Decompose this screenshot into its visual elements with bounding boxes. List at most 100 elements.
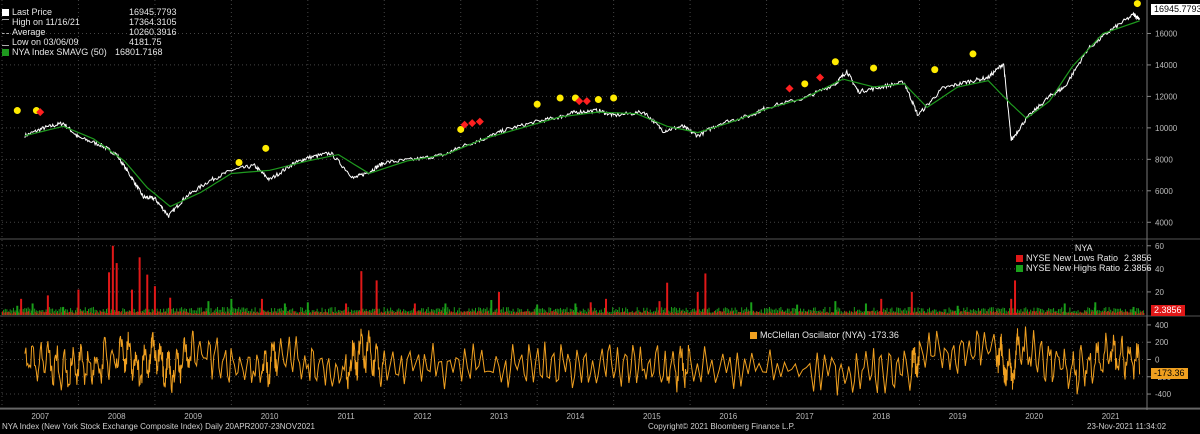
y-tick-label: 20	[1155, 288, 1164, 297]
signal-dot	[262, 144, 270, 152]
x-tick-label: 2008	[108, 412, 126, 421]
x-tick-label: 2014	[567, 412, 585, 421]
breadth-title: NYA	[1074, 243, 1093, 253]
low-marker-icon	[2, 39, 9, 46]
high-marker-icon	[2, 18, 9, 26]
signal-dot	[1133, 0, 1141, 8]
x-tick-label: 2021	[1102, 412, 1120, 421]
y-tick-label: 14000	[1155, 61, 1178, 70]
signal-dot	[556, 94, 564, 102]
x-tick-label: 2016	[719, 412, 737, 421]
y-tick-label: 12000	[1155, 92, 1178, 101]
signal-diamond	[36, 108, 45, 117]
legend-label: McClellan Oscillator (NYA)	[760, 330, 866, 340]
last-price-tag: 16945.7793	[1151, 4, 1200, 15]
legend-value: 10260.3916	[129, 27, 177, 37]
red-square-icon	[1016, 254, 1023, 262]
legend-label: Last Price	[12, 7, 53, 17]
signal-diamond	[816, 73, 825, 82]
y-tick-label: 16000	[1155, 29, 1178, 38]
legend-label: NYSE New Highs Ratio	[1026, 263, 1121, 273]
signal-dot	[931, 66, 939, 74]
gridlines	[0, 0, 1200, 410]
axes-layer: 2007 2008 2009 2010 2011 2012 2013 2014 2015 2016…	[31, 29, 1177, 421]
orange-square-icon	[750, 331, 757, 339]
legend-value: -173.36	[868, 330, 899, 340]
y-tick-label: 4000	[1155, 218, 1173, 227]
x-tick-label: 2013	[490, 412, 508, 421]
legend-label: NYA Index SMAVG (50)	[12, 47, 107, 57]
legend-new-lows: NYSE New Lows Ratio 2.3856	[1016, 253, 1152, 263]
signal-diamond	[582, 97, 591, 106]
signal-dot	[13, 107, 21, 115]
signal-diamond	[475, 117, 484, 126]
legend-label: Low on 03/06/09	[12, 37, 79, 47]
oscillator-line	[24, 326, 1141, 396]
price-legend: Last Price 16945.7793 High on 11/16/21 1…	[2, 7, 177, 57]
legend-sma: NYA Index SMAVG (50) 16801.7168	[2, 47, 177, 57]
legend-value: 2.3856	[1124, 253, 1152, 263]
sma-series-line	[24, 20, 1140, 208]
signal-diamond	[468, 119, 477, 128]
breadth-value-tag: 2.3856	[1151, 305, 1185, 316]
legend-label: High on 11/16/21	[12, 17, 80, 27]
legend-oscillator: McClellan Oscillator (NYA) -173.36	[750, 330, 899, 340]
signal-diamond	[785, 84, 794, 93]
breadth-title-row: NYA	[1016, 243, 1152, 253]
price-series-line	[24, 11, 1141, 218]
signal-dot	[801, 80, 809, 88]
signal-dot	[235, 158, 243, 166]
y-tick-label: -400	[1155, 390, 1172, 399]
legend-last-price: Last Price 16945.7793	[2, 7, 177, 17]
legend-value: 4181.75	[129, 37, 162, 47]
x-tick-label: 2007	[31, 412, 49, 421]
y-tick-label: 8000	[1155, 155, 1173, 164]
green-square-icon	[2, 48, 9, 56]
signal-diamond	[460, 120, 469, 129]
x-tick-label: 2015	[643, 412, 661, 421]
signal-dot	[831, 58, 839, 66]
x-tick-label: 2012	[414, 412, 432, 421]
legend-value: 16945.7793	[129, 7, 177, 17]
oscillator-legend: McClellan Oscillator (NYA) -173.36	[750, 330, 899, 340]
x-tick-label: 2009	[184, 412, 202, 421]
series-layer	[1, 0, 1145, 396]
average-marker-icon	[2, 32, 9, 36]
signal-diamond	[575, 97, 584, 106]
x-tick-label: 2020	[1025, 412, 1043, 421]
legend-value: 16801.7168	[115, 47, 163, 57]
legend-value: 2.3856	[1124, 263, 1152, 273]
breadth-legend: NYA NYSE New Lows Ratio 2.3856 NYSE New …	[1016, 243, 1152, 273]
footer-source: NYA Index (New York Stock Exchange Compo…	[2, 422, 315, 431]
x-tick-label: 2019	[949, 412, 967, 421]
legend-new-highs: NYSE New Highs Ratio 2.3856	[1016, 263, 1152, 273]
y-tick-label: 400	[1155, 321, 1169, 330]
legend-label: Average	[12, 27, 46, 37]
legend-value: 17364.3105	[129, 17, 177, 27]
signal-dot	[457, 125, 465, 133]
x-tick-label: 2011	[337, 412, 355, 421]
y-tick-label: 6000	[1155, 187, 1173, 196]
signal-dot	[969, 50, 977, 58]
footer-copyright: Copyright© 2021 Bloomberg Finance L.P.	[648, 422, 796, 431]
legend-low: Low on 03/06/09 4181.75	[2, 37, 177, 47]
y-tick-label: 40	[1155, 265, 1164, 274]
legend-label: NYSE New Lows Ratio	[1026, 253, 1119, 263]
y-tick-label: 200	[1155, 338, 1169, 347]
legend-high: High on 11/16/21 17364.3105	[2, 17, 177, 27]
green-square-icon	[1016, 264, 1023, 272]
legend-average: Average 10260.3916	[2, 27, 177, 37]
x-tick-label: 2018	[872, 412, 890, 421]
x-tick-label: 2010	[261, 412, 279, 421]
signal-dot	[610, 94, 618, 102]
signal-dot	[594, 96, 602, 104]
signal-dot	[870, 64, 878, 72]
y-tick-label: 60	[1155, 242, 1164, 251]
x-tick-label: 2017	[796, 412, 814, 421]
y-tick-label: 10000	[1155, 124, 1178, 133]
footer-timestamp: 23-Nov-2021 11:34:02	[1087, 422, 1167, 431]
y-tick-label: 0	[1155, 355, 1160, 364]
oscillator-value-tag: -173.36	[1151, 368, 1188, 379]
signal-dot	[533, 100, 541, 108]
